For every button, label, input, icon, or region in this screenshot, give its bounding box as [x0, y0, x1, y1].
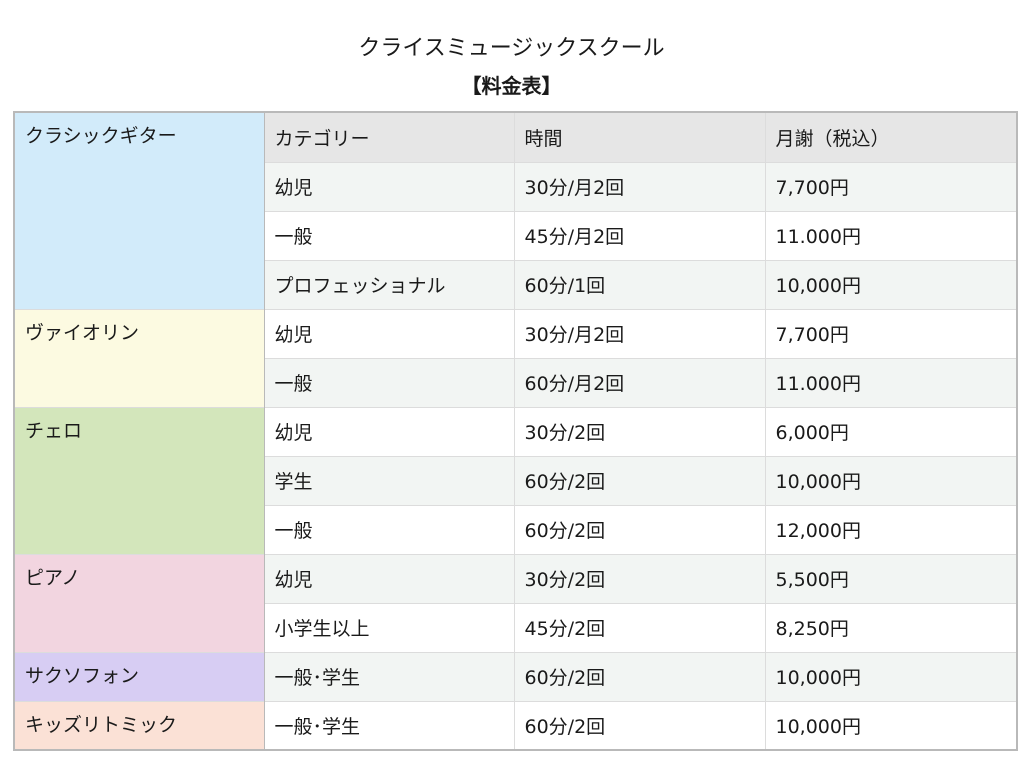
category-cell: 幼児	[263, 308, 514, 358]
category-cell: 幼児	[263, 161, 514, 211]
time-cell: 60分/月2回	[513, 357, 765, 407]
school-title: クライスミュージックスクール	[358, 36, 665, 61]
table-row: 一般 60分/月2回 11.000円	[14, 357, 1017, 407]
fee-cell: 11.000円	[764, 357, 1017, 407]
category-cell: 一般･学生	[263, 651, 514, 701]
fee-cell: 6,000円	[764, 406, 1017, 456]
time-cell: 30分/2回	[513, 406, 765, 456]
fee-cell: 11.000円	[764, 210, 1017, 260]
time-cell: 30分/2回	[513, 553, 765, 603]
category-cell: 幼児	[263, 553, 514, 603]
time-cell: 45分/2回	[513, 602, 765, 652]
table-row: ヴァイオリン 幼児 30分/月2回 7,700円	[13, 308, 1017, 407]
category-cell: 小学生以上	[263, 602, 514, 652]
category-cell: 一般	[263, 210, 514, 260]
time-cell: 30分/月2回	[513, 161, 765, 211]
category-cell: 一般	[263, 504, 514, 554]
time-cell: 60分/2回	[513, 504, 765, 554]
fee-cell: 8,250円	[764, 602, 1017, 652]
instrument-piano: ピアノ	[13, 553, 265, 652]
fee-cell: 7,700円	[764, 161, 1017, 211]
fee-cell: 10,000円	[764, 259, 1017, 309]
category-cell: 一般･学生	[263, 700, 514, 750]
category-cell: プロフェッショナル	[263, 259, 514, 309]
category-cell: 学生	[263, 455, 514, 505]
instrument-kids-rhythmic: キッズリトミック	[13, 700, 265, 750]
table-row: 一般 45分/月2回 11.000円	[14, 210, 1017, 260]
table-row: サクソフォン 一般･学生 60分/2回 10,000円	[13, 651, 1017, 701]
time-cell: 60分/1回	[513, 259, 765, 309]
table-row: 幼児 30分/月2回 7,700円	[14, 161, 1017, 211]
column-header-time: 時間	[513, 111, 765, 162]
fee-cell: 10,000円	[764, 651, 1017, 701]
table-row: 学生 60分/2回 10,000円	[14, 455, 1017, 505]
category-cell: 一般	[263, 357, 514, 407]
instrument-classic-guitar: クラシックギター	[13, 111, 265, 309]
category-cell: 幼児	[263, 406, 514, 456]
table-row: プロフェッショナル 60分/1回 10,000円	[14, 259, 1017, 309]
time-cell: 30分/月2回	[513, 308, 765, 358]
instrument-violin: ヴァイオリン	[13, 308, 265, 407]
price-table: クラシックギター カテゴリー 時間 月謝（税込） 幼児 30分/月2回 7,70…	[13, 111, 1018, 751]
table-row: チェロ 幼児 30分/2回 6,000円	[13, 406, 1017, 554]
time-cell: 60分/2回	[513, 651, 765, 701]
column-header-category: カテゴリー	[263, 111, 514, 162]
fee-cell: 10,000円	[764, 700, 1017, 750]
fee-cell: 5,500円	[764, 553, 1017, 603]
column-header-fee: 月謝（税込）	[764, 111, 1017, 162]
fee-cell: 7,700円	[764, 308, 1017, 358]
table-row: ピアノ 幼児 30分/2回 5,500円	[13, 553, 1017, 652]
table-row: 一般 60分/2回 12,000円	[14, 504, 1017, 554]
price-list-subtitle: 【料金表】	[461, 74, 562, 98]
table-header-row: クラシックギター カテゴリー 時間 月謝（税込）	[13, 111, 1017, 309]
time-cell: 45分/月2回	[513, 210, 765, 260]
fee-cell: 10,000円	[764, 455, 1017, 505]
time-cell: 60分/2回	[513, 455, 765, 505]
instrument-cello: チェロ	[13, 406, 265, 554]
fee-cell: 12,000円	[764, 504, 1017, 554]
time-cell: 60分/2回	[513, 700, 765, 750]
table-row: キッズリトミック 一般･学生 60分/2回 10,000円	[13, 700, 1017, 750]
instrument-saxophone: サクソフォン	[13, 651, 265, 701]
table-row: 小学生以上 45分/2回 8,250円	[14, 602, 1017, 652]
